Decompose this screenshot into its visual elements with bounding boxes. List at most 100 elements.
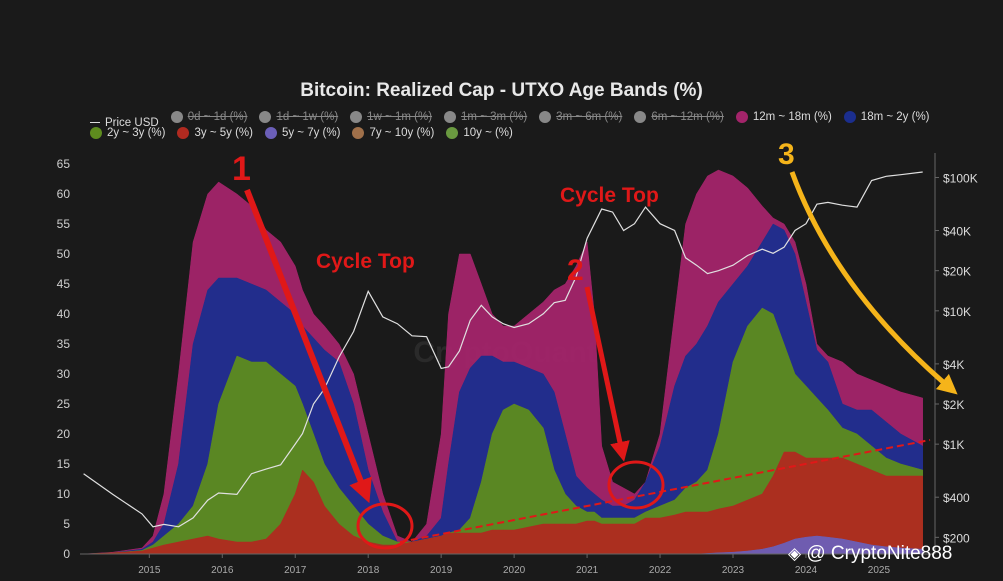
legend-item[interactable]: 2y ~ 3y (%)	[90, 127, 165, 139]
legend-line-icon	[90, 122, 100, 123]
legend-label: 7y ~ 10y (%)	[369, 127, 435, 139]
legend-dot-icon	[177, 127, 190, 139]
area-series-group	[83, 169, 923, 555]
area-2y-3y-	[83, 307, 923, 555]
x-tick-label: 2021	[576, 565, 599, 576]
circle-marker-2	[607, 460, 665, 510]
legend-item[interactable]: 0d ~ 1d (%)	[170, 111, 248, 123]
legend-dot-icon	[843, 111, 856, 123]
y2-tick-label: $200	[943, 531, 970, 545]
y2-tick-label: $1K	[943, 438, 964, 452]
legend-item[interactable]: 10y ~ (%)	[446, 127, 513, 139]
y-tick-label: 65	[57, 157, 71, 171]
y2-tick-label: $20K	[943, 265, 971, 279]
cycle-top-label-2: Cycle Top	[560, 184, 659, 207]
legend-item[interactable]: 6m ~ 12m (%)	[634, 111, 724, 123]
legend-item[interactable]: Price USD	[90, 117, 159, 129]
y2-tick-label: $2K	[943, 398, 964, 412]
chart-title: Bitcoin: Realized Cap - UTXO Age Bands (…	[300, 80, 703, 101]
watermark-text: @ CryptoNite888	[806, 543, 953, 564]
legend-label: 5y ~ 7y (%)	[281, 127, 341, 139]
legend-dot-icon	[170, 111, 183, 123]
legend-dot-icon	[352, 127, 365, 139]
legend-item[interactable]: 7y ~ 10y (%)	[352, 127, 434, 139]
arrow-3	[789, 171, 958, 395]
price-line-group	[83, 171, 923, 528]
y-tick-label: 30	[57, 367, 71, 381]
y2-tick-label: $10K	[943, 305, 971, 319]
y-tick-label: 15	[57, 457, 71, 471]
legend-item[interactable]: 1d ~ 1w (%)	[259, 111, 338, 123]
area-3y-5y-	[83, 451, 923, 555]
legend-label: 0d ~ 1d (%)	[187, 111, 248, 123]
x-tick-label: 2015	[138, 565, 161, 576]
legend-dot-icon	[90, 127, 102, 139]
annotation-label-1: 1	[232, 150, 251, 188]
legend-label: 12m ~ 18m (%)	[752, 111, 832, 123]
y2-tick-label: $4K	[943, 358, 964, 372]
legend-label: 3y ~ 5y (%)	[194, 127, 253, 139]
x-tick-label: 2016	[211, 565, 234, 576]
y-tick-label: 35	[57, 337, 71, 351]
watermark: ◈ @ CryptoNite888	[788, 543, 952, 565]
annotation-label-3: 3	[778, 138, 795, 171]
legend-label: 1d ~ 1w (%)	[276, 111, 339, 123]
legend-item[interactable]: 1m ~ 3m (%)	[444, 111, 527, 123]
legend-dot-icon	[735, 111, 748, 123]
x-tick-label: 2023	[722, 565, 745, 576]
legend-item[interactable]: 3y ~ 5y (%)	[177, 127, 253, 139]
trend-line	[399, 439, 931, 543]
price-usd-line	[83, 171, 923, 528]
y2-tick-label: $40K	[943, 225, 971, 239]
legend-dot-icon	[259, 111, 272, 123]
legend-label: 3m ~ 6m (%)	[556, 111, 623, 123]
x-tick-label: 2024	[795, 565, 818, 576]
legend-label: 18m ~ 2y (%)	[860, 111, 930, 123]
y-tick-label: 20	[57, 427, 71, 441]
y-tick-label: 25	[57, 397, 71, 411]
y-tick-label: 40	[57, 307, 71, 321]
x-tick-label: 2025	[868, 565, 891, 576]
legend-item[interactable]: 12m ~ 18m (%)	[735, 111, 832, 123]
legend-label: 6m ~ 12m (%)	[651, 111, 724, 123]
legend-label: 1m ~ 3m (%)	[461, 111, 528, 123]
annotations-group: 1 2 3 Cycle Top Cycle Top	[232, 138, 958, 550]
legend-item[interactable]: 18m ~ 2y (%)	[843, 111, 930, 123]
x-tick-label: 2022	[649, 565, 672, 576]
legend-dot-icon	[634, 111, 647, 123]
legend-dot-icon	[539, 111, 552, 123]
diamond-icon: ◈	[788, 544, 802, 563]
x-tick-label: 2020	[503, 565, 526, 576]
y2-tick-label: $100K	[943, 171, 978, 185]
y2-tick-label: $400	[943, 491, 970, 505]
y-tick-label: 50	[57, 247, 71, 261]
legend-dot-icon	[446, 127, 459, 139]
legend-row-1: Price USD 0d ~ 1d (%) 1d ~ 1w (%) 1w ~ 1m (…	[90, 111, 942, 129]
legend-label: Price USD	[105, 116, 159, 129]
y-tick-label: 45	[57, 277, 71, 291]
legend-row-2: 2y ~ 3y (%) 3y ~ 5y (%) 5y ~ 7y (%) 7y ~ 10…	[90, 127, 525, 142]
y-tick-label: 5	[63, 517, 70, 531]
y-tick-label: 60	[57, 187, 71, 201]
legend-item[interactable]: 1w ~ 1m (%)	[350, 111, 432, 123]
x-tick-label: 2017	[284, 565, 307, 576]
y-tick-label: 55	[57, 217, 71, 231]
arrow-2	[584, 286, 630, 462]
circle-marker-1	[356, 502, 414, 550]
x-tick-label: 2018	[357, 565, 380, 576]
legend-label: 10y ~ (%)	[463, 127, 513, 139]
legend-dot-icon	[444, 111, 457, 123]
legend-dot-icon	[264, 127, 277, 139]
legend-item[interactable]: 3m ~ 6m (%)	[539, 111, 622, 123]
arrow-1	[244, 188, 372, 504]
legend-dot-icon	[350, 111, 363, 123]
legend-item[interactable]: 5y ~ 7y (%)	[264, 127, 341, 139]
x-tick-label: 2019	[430, 565, 453, 576]
cycle-top-label-1: Cycle Top	[316, 250, 415, 273]
annotation-label-2: 2	[567, 254, 584, 287]
y-tick-label: 10	[57, 487, 71, 501]
legend-label: 1w ~ 1m (%)	[367, 111, 433, 123]
y-tick-label: 0	[63, 547, 70, 561]
